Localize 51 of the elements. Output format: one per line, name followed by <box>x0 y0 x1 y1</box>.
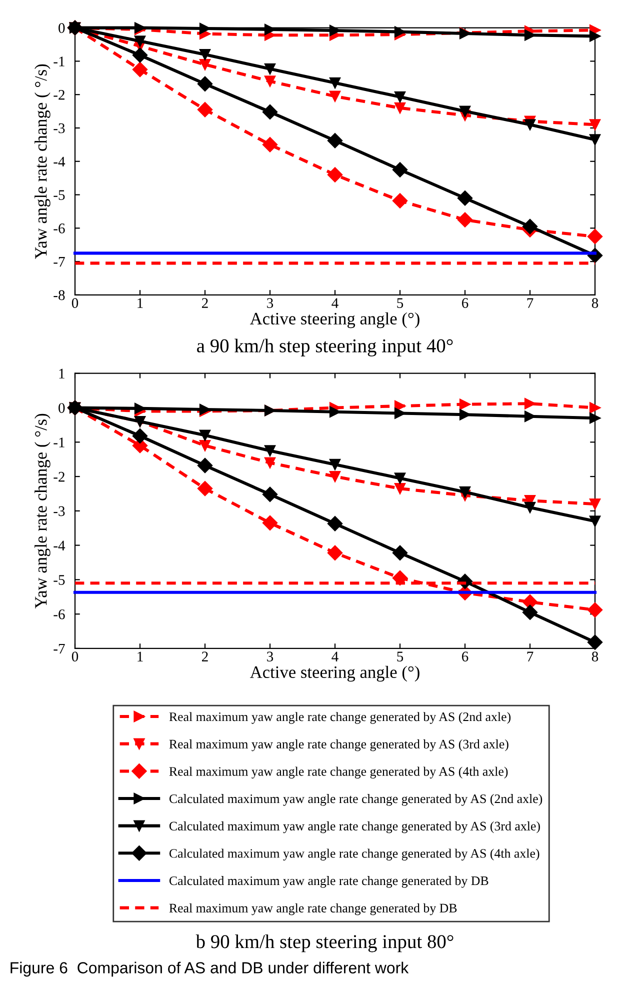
x-tick-label: 3 <box>267 298 274 308</box>
x-axis-title: Active steering angle (°) <box>250 666 420 682</box>
legend-label: Real maximum yaw angle rate change generated by AS (3rd axle) <box>169 739 508 752</box>
y-tick-label: -3 <box>54 506 65 516</box>
caption: Figure 6 Comparison of AS and DB under different work <box>10 962 409 977</box>
y-tick-label: -5 <box>54 190 65 200</box>
y-tick-label: 0 <box>58 23 65 34</box>
y-axis-title: Yaw angle rate change ( °/s) <box>34 64 50 259</box>
x-axis-title: Active steering angle (°) <box>250 312 420 328</box>
x-tick-label: 5 <box>397 298 404 308</box>
x-tick-label: 8 <box>592 298 598 308</box>
legend-label: Calculated maximum yaw angle rate change generated by AS (4th axle) <box>169 848 540 860</box>
y-tick-label: 1 <box>59 368 64 378</box>
y-tick-label: -7 <box>54 257 65 267</box>
legend-label: Real maximum yaw angle rate change generated by AS (2nd axle) <box>169 712 511 724</box>
x-tick-label: 4 <box>332 298 338 308</box>
y-tick-label: -6 <box>54 224 65 234</box>
text: a 90 km/h step steering input 40° <box>197 338 453 356</box>
y-tick-label: -2 <box>54 472 64 482</box>
y-tick-label: -4 <box>54 540 66 550</box>
x-tick-label: 1 <box>138 652 143 662</box>
legend-label: Calculated maximum yaw angle rate change generated by DB <box>169 876 488 888</box>
y-tick-label: -4 <box>54 156 66 166</box>
x-tick-label: 6 <box>462 652 468 662</box>
y-tick-label: -2 <box>54 90 64 100</box>
y-tick-label: -1 <box>54 438 64 448</box>
y-tick-label: -5 <box>54 575 65 585</box>
x-tick-label: 2 <box>202 298 208 308</box>
x-tick-label: 3 <box>267 652 274 662</box>
x-tick-label: 1 <box>138 298 143 308</box>
x-tick-label: 2 <box>202 652 208 662</box>
y-tick-label: 0 <box>58 403 65 413</box>
legend-label: Real maximum yaw angle rate change generated by AS (4th axle) <box>169 766 508 778</box>
x-tick-label: 7 <box>527 298 534 308</box>
y-tick-label: -6 <box>54 609 65 620</box>
legend-label: Calculated maximum yaw angle rate change generated by AS (2nd axle) <box>169 794 542 806</box>
legend-label: Calculated maximum yaw angle rate change generated by AS (3rd axle) <box>169 821 540 834</box>
y-tick-label: -7 <box>54 644 65 654</box>
x-tick-label: 7 <box>527 652 534 662</box>
x-tick-label: 0 <box>72 298 78 308</box>
legend-label: Real maximum yaw angle rate change generated by DB <box>169 903 457 916</box>
y-tick-label: -8 <box>54 290 65 300</box>
x-tick-label: 5 <box>397 652 404 662</box>
x-tick-label: 8 <box>592 652 598 662</box>
y-tick-label: -1 <box>54 56 64 66</box>
x-tick-label: 0 <box>72 652 78 662</box>
y-tick-label: -3 <box>54 123 65 134</box>
y-axis-title: Yaw angle rate change ( °/s) <box>34 414 50 609</box>
text: b 90 km/h step steering input 80° <box>196 934 454 952</box>
x-tick-label: 4 <box>332 652 338 662</box>
x-tick-label: 6 <box>462 298 468 308</box>
